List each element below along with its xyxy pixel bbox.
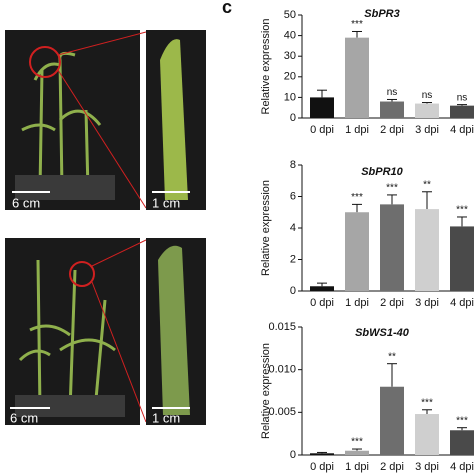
zoom-line (91, 281, 147, 423)
x-tick-label: 4 dpi (450, 461, 474, 473)
bar (415, 103, 439, 118)
highlight-circle (29, 46, 61, 78)
significance-label: *** (351, 19, 363, 30)
bar (415, 209, 439, 291)
bar (345, 450, 369, 455)
y-tick-label: 10 (284, 91, 296, 103)
bar (345, 212, 369, 291)
scale-label: 6 cm (12, 195, 40, 210)
y-tick-label: 4 (290, 222, 296, 234)
bar (380, 101, 404, 118)
bar (450, 226, 474, 291)
significance-label: ns (422, 90, 433, 101)
significance-label: *** (456, 205, 468, 216)
bar (415, 414, 439, 455)
plant (18, 259, 116, 411)
significance-label: *** (421, 397, 433, 408)
leaf (158, 245, 190, 415)
leaf (160, 39, 188, 200)
x-tick-label: 3 dpi (415, 461, 439, 473)
y-tick-label: 20 (284, 71, 296, 83)
x-tick-label: 4 dpi (450, 124, 474, 136)
y-tick-label: 0.015 (268, 321, 296, 333)
y-tick-label: 0.005 (268, 406, 296, 418)
scale-label: 6 cm (10, 410, 38, 425)
y-tick-label: 2 (290, 253, 296, 265)
highlight-circle (69, 261, 95, 287)
pots (15, 395, 125, 417)
x-tick-label: 0 dpi (310, 297, 334, 309)
y-axis-label: Relative expression (260, 19, 272, 115)
x-tick-label: 3 dpi (415, 297, 439, 309)
bar (450, 430, 474, 455)
y-tick-label: 50 (284, 9, 296, 21)
zoom-line (57, 31, 147, 56)
pots (15, 175, 115, 200)
significance-label: *** (351, 437, 363, 448)
scale-label: 1 cm (152, 195, 180, 210)
significance-label: ** (388, 351, 396, 362)
x-tick-label: 4 dpi (450, 297, 474, 309)
significance-label: *** (386, 183, 398, 194)
zoom-line (57, 69, 147, 209)
y-tick-label: 0 (290, 112, 296, 124)
y-tick-label: 6 (290, 190, 296, 202)
significance-label: *** (351, 192, 363, 203)
bar (380, 204, 404, 291)
significance-label: ns (387, 87, 398, 98)
x-tick-label: 1 dpi (345, 124, 369, 136)
x-tick-label: 2 dpi (380, 461, 404, 473)
x-tick-label: 1 dpi (345, 297, 369, 309)
x-tick-label: 2 dpi (380, 297, 404, 309)
panel-label: c (222, 0, 232, 17)
chart-title: SbWS1-40 (355, 327, 410, 339)
y-axis-label: Relative expression (260, 180, 272, 276)
y-axis-label: Relative expression (260, 343, 272, 439)
bar (310, 453, 334, 455)
x-tick-label: 0 dpi (310, 461, 334, 473)
y-tick-label: 0.010 (268, 364, 296, 376)
scale-label: 1 cm (152, 410, 180, 425)
bar (310, 97, 334, 118)
chart-title: SbPR3 (364, 8, 399, 20)
x-tick-label: 0 dpi (310, 124, 334, 136)
y-tick-label: 40 (284, 30, 296, 42)
significance-label: *** (456, 415, 468, 426)
significance-label: ns (457, 92, 468, 103)
x-tick-label: 3 dpi (415, 124, 439, 136)
y-tick-label: 0 (290, 285, 296, 297)
y-tick-label: 0 (290, 449, 296, 461)
significance-label: ** (423, 179, 431, 190)
zoom-line (91, 239, 147, 267)
bar (450, 105, 474, 118)
photos: 6 cm 1 cm 6 cm 1 cm (5, 30, 206, 425)
x-tick-label: 2 dpi (380, 124, 404, 136)
x-tick-label: 1 dpi (345, 461, 369, 473)
bar (380, 386, 404, 455)
chart-title: SbPR10 (361, 166, 403, 178)
y-tick-label: 8 (290, 159, 296, 171)
bar (345, 37, 369, 118)
bar (310, 286, 334, 291)
y-tick-label: 30 (284, 50, 296, 62)
